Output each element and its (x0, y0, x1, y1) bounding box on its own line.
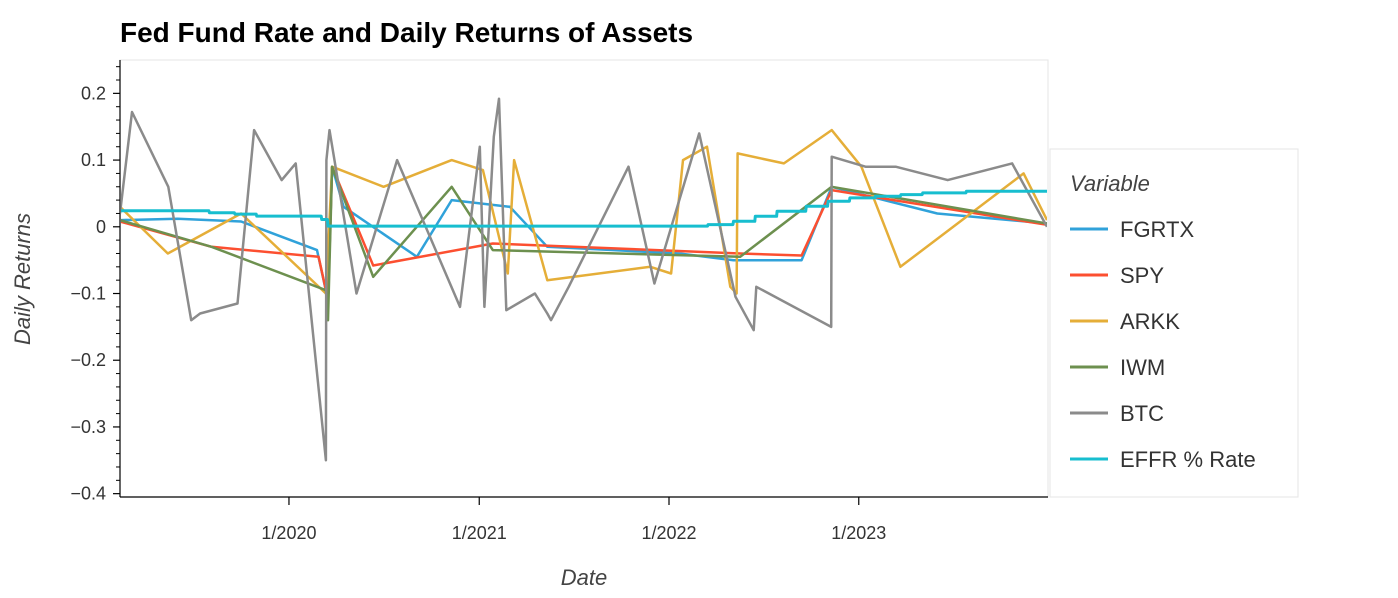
legend-box (1049, 148, 1299, 498)
legend-label[interactable]: IWM (1120, 355, 1165, 380)
plot-area[interactable] (119, 59, 1049, 498)
legend-label[interactable]: ARKK (1120, 309, 1180, 334)
x-axis-title: Date (561, 565, 607, 590)
legend[interactable]: Variable FGRTX SPY ARKK IWM BTC EFFR % Rate (1049, 148, 1299, 498)
x-tick-label: 1/2021 (452, 523, 507, 543)
series-line-spy (121, 165, 1047, 302)
y-tick-label: 0 (96, 217, 106, 237)
legend-label[interactable]: EFFR % Rate (1120, 447, 1256, 472)
y-tick-label: 0.1 (81, 150, 106, 170)
y-tick-label: 0.2 (81, 83, 106, 103)
x-tick-label: 1/2022 (641, 523, 696, 543)
series-layer (121, 97, 1047, 462)
x-tick-label: 1/2020 (261, 523, 316, 543)
y-axis-title: Daily Returns (10, 213, 35, 345)
y-tick-label: −0.4 (70, 484, 106, 504)
x-axis: 1/2020 1/2021 1/2022 1/2023 (120, 496, 1048, 543)
chart-title: Fed Fund Rate and Daily Returns of Asset… (120, 17, 693, 48)
legend-label[interactable]: SPY (1120, 263, 1164, 288)
y-tick-label: −0.2 (70, 350, 106, 370)
y-axis: 0.2 0.1 0 −0.1 −0.2 −0.3 −0.4 (70, 60, 121, 504)
legend-label[interactable]: BTC (1120, 401, 1164, 426)
series-line-iwm (121, 165, 1047, 322)
legend-label[interactable]: FGRTX (1120, 217, 1194, 242)
y-tick-label: −0.3 (70, 417, 106, 437)
legend-title: Variable (1070, 171, 1150, 196)
series-line-effr-rate (121, 189, 1047, 228)
y-tick-label: −0.1 (70, 284, 106, 304)
x-tick-label: 1/2023 (831, 523, 886, 543)
series-line-btc (121, 97, 1047, 462)
